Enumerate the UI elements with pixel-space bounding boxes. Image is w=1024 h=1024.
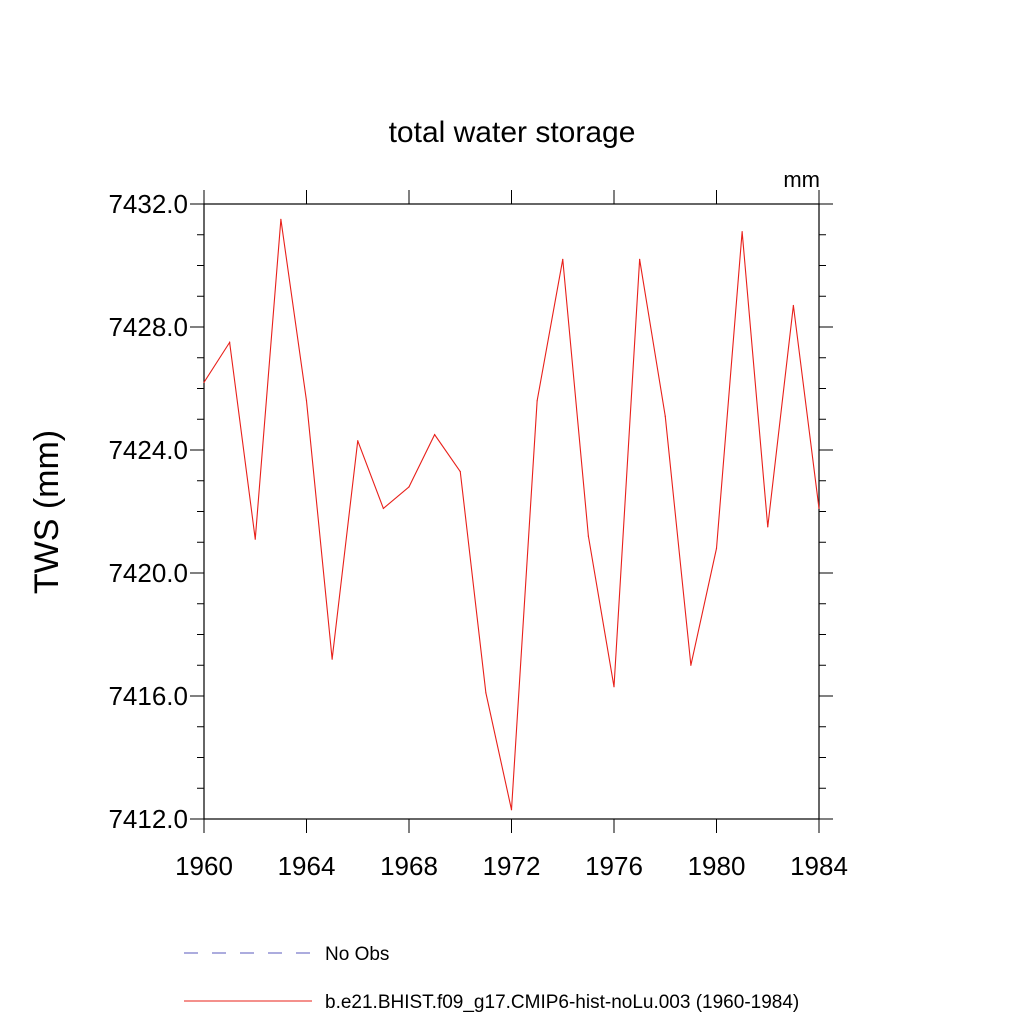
axes: 7412.0 7416.0 7420.0 7424.0 7428.0 7432.0 1960… — [108, 189, 847, 881]
data-point — [459, 470, 461, 473]
data-point — [536, 400, 538, 402]
x-tick-label: 1960 — [175, 851, 233, 881]
data-point — [357, 440, 359, 442]
plot-frame — [203, 203, 820, 820]
y-axis-label: TWS (mm) — [28, 430, 66, 594]
x-tick-label: 1972 — [483, 851, 541, 881]
data-point — [715, 547, 718, 550]
data-point — [690, 664, 692, 666]
data-point — [587, 535, 589, 537]
units-label: mm — [783, 167, 820, 192]
data-point — [613, 686, 615, 688]
x-tick-label: 1968 — [380, 851, 438, 881]
data-point — [203, 381, 205, 383]
legend-label: No Obs — [325, 944, 389, 965]
legend-label: b.e21.BHIST.f09_g17.CMIP6-hist-noLu.003 … — [325, 992, 799, 1013]
legend: No Obs b.e21.BHIST.f09_g17.CMIP6-hist-noL… — [184, 944, 799, 1013]
data-point — [382, 507, 384, 510]
chart-title: total water storage — [389, 116, 636, 149]
data-point — [510, 809, 513, 811]
series-layer — [203, 218, 820, 811]
x-tick-label: 1976 — [585, 851, 643, 881]
data-point — [305, 400, 308, 402]
y-tick-label: 7432.0 — [108, 189, 188, 219]
y-tick-label: 7424.0 — [108, 435, 188, 465]
y-tick-label: 7428.0 — [108, 312, 188, 342]
data-point — [741, 231, 743, 233]
data-point — [331, 658, 333, 660]
data-point — [767, 526, 769, 528]
y-tick-label: 7416.0 — [108, 681, 188, 711]
data-point — [485, 692, 487, 694]
data-point — [408, 486, 410, 488]
data-point — [229, 341, 231, 343]
data-point — [639, 258, 641, 260]
data-point — [434, 434, 436, 436]
x-tick-label: 1984 — [790, 851, 848, 881]
data-point — [664, 415, 666, 417]
data-point — [280, 218, 282, 220]
data-point — [562, 258, 564, 260]
x-tick-label: 1964 — [278, 851, 336, 881]
data-point — [792, 304, 794, 307]
data-point — [254, 538, 256, 540]
y-tick-label: 7420.0 — [108, 558, 188, 588]
series-line — [203, 219, 820, 810]
x-tick-label: 1980 — [688, 851, 746, 881]
y-tick-label: 7412.0 — [108, 804, 188, 834]
data-point — [818, 507, 820, 510]
